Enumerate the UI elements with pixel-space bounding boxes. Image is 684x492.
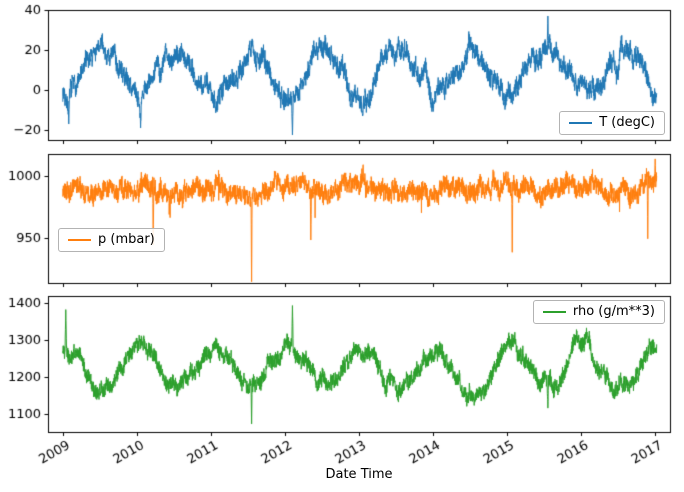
legend-pressure: p (mbar) bbox=[58, 228, 165, 252]
legend-label-temperature: T (degC) bbox=[599, 115, 655, 130]
legend-density: rho (g/m**3) bbox=[532, 300, 665, 324]
pressure-line-sample-icon bbox=[68, 238, 91, 241]
x-axis-label: Date Time bbox=[325, 467, 393, 482]
density-line-sample-icon bbox=[542, 310, 566, 313]
legend-label-density: rho (g/m**3) bbox=[572, 304, 655, 319]
legend-label-pressure: p (mbar) bbox=[98, 232, 155, 247]
temperature-line-sample-icon bbox=[569, 121, 593, 124]
legend-temperature: T (degC) bbox=[559, 111, 665, 135]
